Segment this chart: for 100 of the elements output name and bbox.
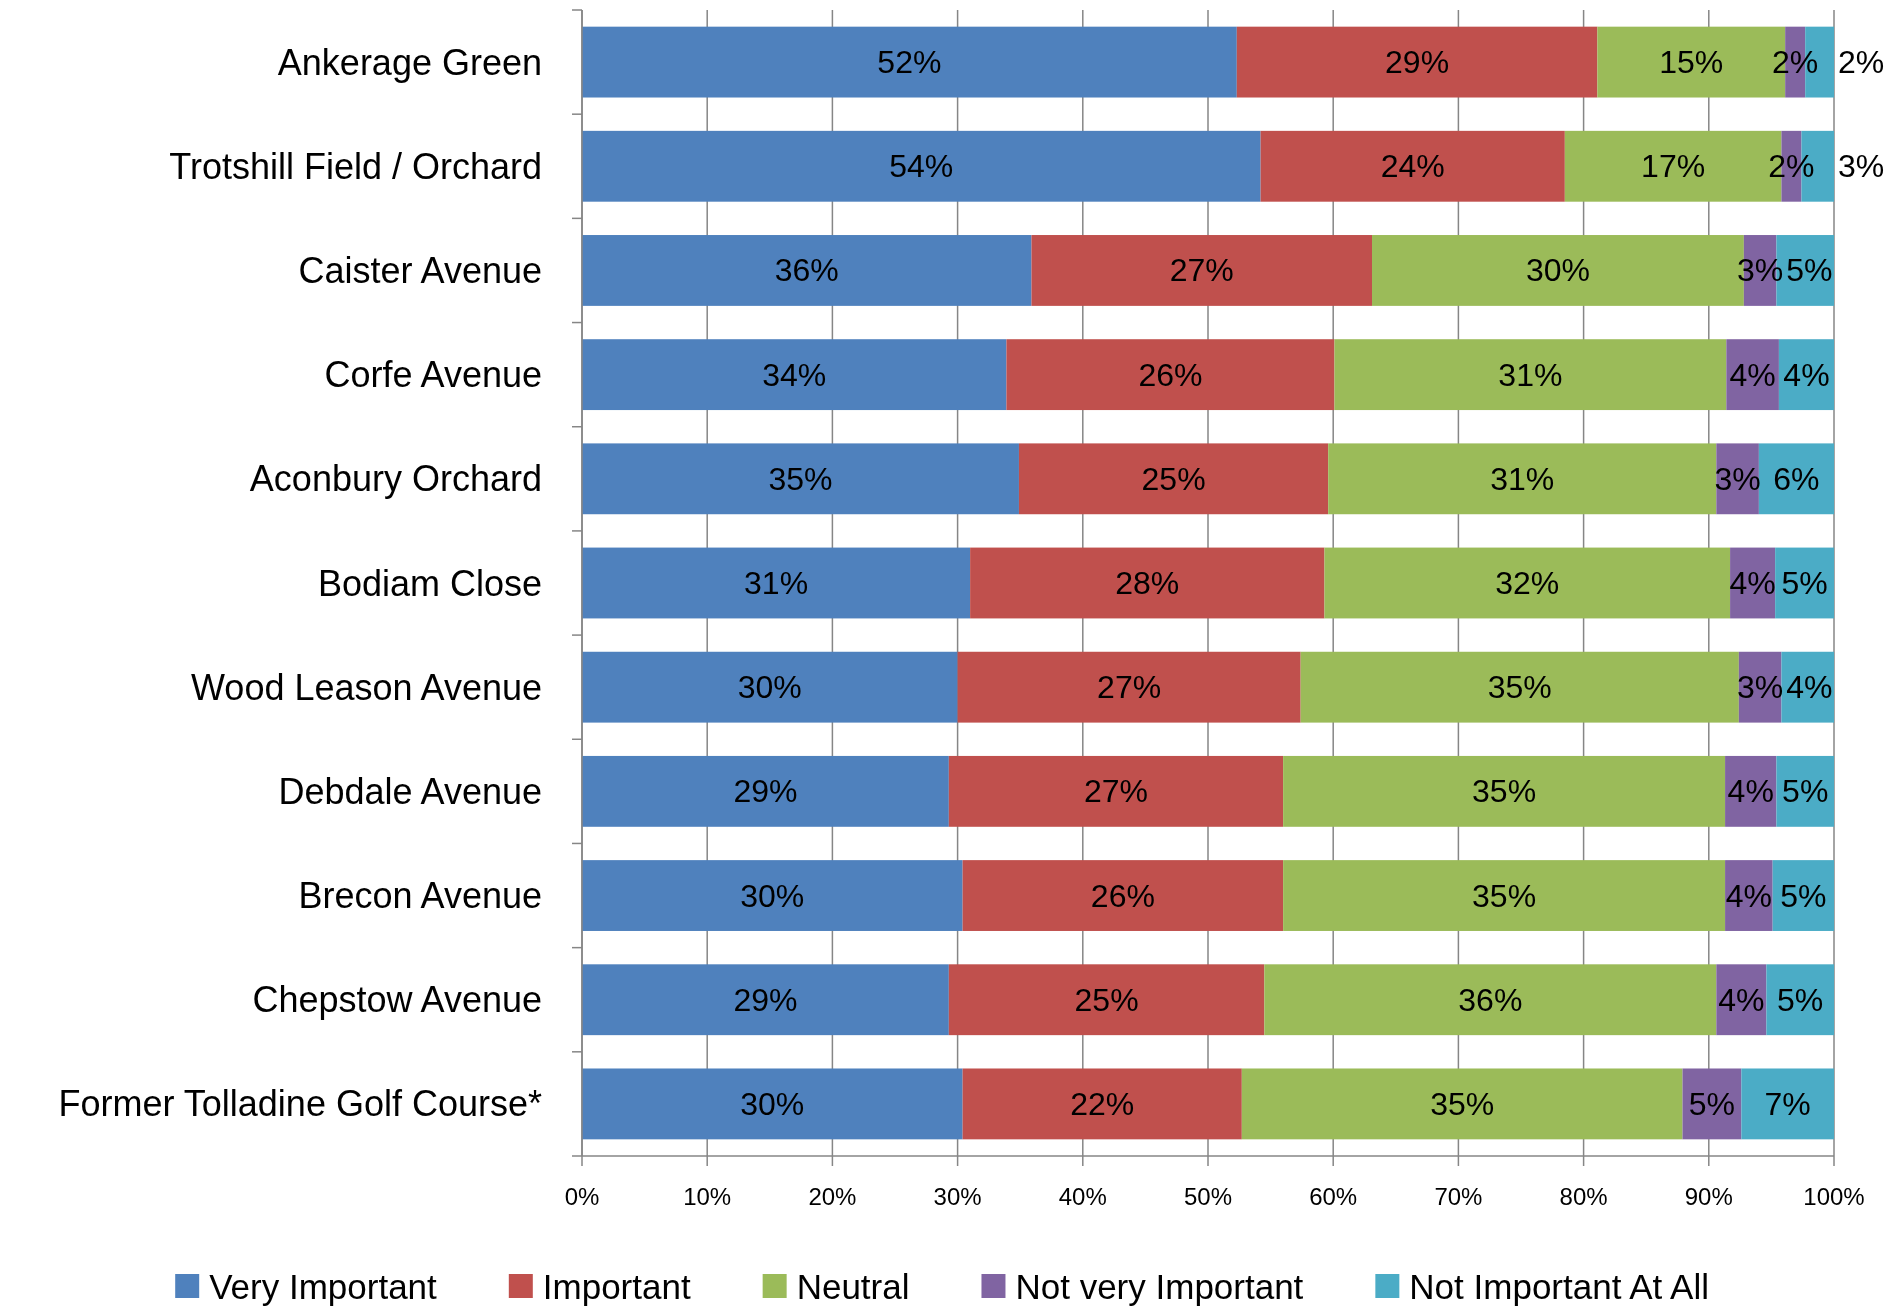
bar	[1741, 1068, 1834, 1140]
bar	[1031, 235, 1373, 306]
data-label: 7%	[1764, 1085, 1811, 1122]
data-label: 22%	[1070, 1085, 1135, 1122]
data-label: 4%	[1725, 877, 1772, 914]
data-label: 30%	[1525, 252, 1590, 289]
data-label: 35%	[768, 460, 833, 497]
data-label: 3%	[1838, 148, 1885, 185]
data-label: 2%	[1772, 44, 1819, 81]
bar	[582, 26, 1237, 98]
bar	[582, 651, 958, 723]
bar	[1241, 1068, 1683, 1140]
data-label: 2%	[1768, 148, 1815, 185]
bar	[1283, 755, 1726, 827]
data-label: 5%	[1786, 252, 1833, 289]
x-tick-label: 60%	[1309, 1182, 1358, 1210]
data-label: 5%	[1688, 1085, 1736, 1122]
data-label: 29%	[1385, 44, 1450, 81]
x-tick-label: 10%	[683, 1182, 732, 1210]
x-tick-label: 70%	[1434, 1182, 1483, 1210]
data-label: 3%	[1714, 460, 1761, 497]
x-tick-label: 0%	[564, 1182, 600, 1210]
data-label: 5%	[1782, 773, 1829, 810]
y-tick-label: Wood Leason Avenue	[191, 666, 542, 708]
data-label: 4%	[1727, 773, 1774, 810]
data-label: 35%	[1487, 669, 1552, 706]
data-label: 29%	[733, 773, 798, 810]
y-tick-label: Corfe Avenue	[324, 354, 542, 396]
data-label: 54%	[889, 148, 954, 185]
data-label: 27%	[1083, 773, 1148, 810]
data-label: 4%	[1786, 669, 1833, 706]
data-label: 5%	[1781, 565, 1828, 601]
y-tick-label: Trotshill Field / Orchard	[169, 145, 542, 187]
y-tick-label: Aconbury Orchard	[249, 458, 542, 500]
data-label: 29%	[733, 981, 798, 1018]
data-label: 35%	[1430, 1085, 1495, 1122]
bar	[582, 235, 1032, 306]
data-label: 3%	[1737, 252, 1784, 289]
x-tick-label: 30%	[933, 1182, 982, 1210]
bar	[582, 339, 1007, 411]
bar	[582, 443, 1019, 515]
bar	[1018, 443, 1329, 515]
data-label: 30%	[740, 1085, 805, 1122]
data-label: 30%	[740, 877, 805, 914]
data-label: 25%	[1141, 460, 1206, 497]
data-label: 2%	[1838, 44, 1885, 81]
data-label: 28%	[1115, 565, 1180, 601]
data-label: 4%	[1718, 981, 1765, 1018]
bar	[582, 964, 949, 1036]
data-label: 3%	[1737, 669, 1784, 706]
data-label: 24%	[1380, 148, 1445, 185]
bar	[1260, 130, 1565, 202]
data-label: 4%	[1783, 356, 1830, 393]
bar	[1766, 964, 1834, 1036]
data-label: 27%	[1097, 669, 1162, 706]
bar	[1758, 443, 1834, 515]
y-tick-label: Chepstow Avenue	[252, 979, 542, 1021]
bar	[1324, 547, 1731, 619]
data-label: 5%	[1780, 877, 1827, 914]
bar	[1334, 339, 1727, 411]
data-label: 35%	[1472, 877, 1537, 914]
x-tick-label: 100%	[1803, 1182, 1865, 1210]
bar	[582, 755, 949, 827]
bar	[1006, 339, 1335, 411]
data-label: 26%	[1138, 356, 1203, 393]
y-tick-label: Brecon Avenue	[298, 875, 542, 917]
data-label: 15%	[1659, 44, 1724, 81]
data-label: 36%	[774, 252, 839, 289]
data-label: 32%	[1495, 565, 1560, 601]
bar	[582, 547, 971, 619]
x-tick-label: 20%	[808, 1182, 857, 1210]
x-tick-label: 80%	[1559, 1182, 1608, 1210]
data-label: 31%	[1498, 356, 1563, 393]
bar	[962, 1068, 1242, 1140]
y-tick-label: Bodiam Close	[317, 562, 542, 604]
data-label: 25%	[1074, 981, 1139, 1018]
data-label: 17%	[1641, 148, 1706, 185]
bar	[1236, 26, 1598, 98]
data-label: 30%	[737, 669, 802, 706]
bar	[948, 755, 1284, 827]
legend-label: Neutral	[796, 1266, 910, 1306]
bar	[948, 964, 1265, 1036]
data-label: 4%	[1729, 356, 1776, 393]
x-tick-label: 90%	[1684, 1182, 1733, 1210]
legend-label: Very Important	[209, 1266, 438, 1306]
x-tick-label: 50%	[1183, 1182, 1233, 1210]
bar	[970, 547, 1325, 619]
data-label: 27%	[1169, 252, 1234, 289]
legend-label: Important	[542, 1266, 691, 1306]
bar	[1283, 860, 1726, 931]
data-label: 52%	[877, 44, 942, 81]
bar	[1328, 443, 1717, 515]
bar	[582, 860, 963, 931]
data-label: 26%	[1090, 877, 1155, 914]
data-label: 6%	[1773, 460, 1820, 497]
bar	[582, 1068, 963, 1140]
y-tick-label: Debdale Avenue	[278, 770, 542, 812]
data-label: 34%	[762, 356, 827, 393]
y-tick-label: Caister Avenue	[298, 249, 542, 291]
legend-label: Not Important At All	[1409, 1266, 1709, 1306]
